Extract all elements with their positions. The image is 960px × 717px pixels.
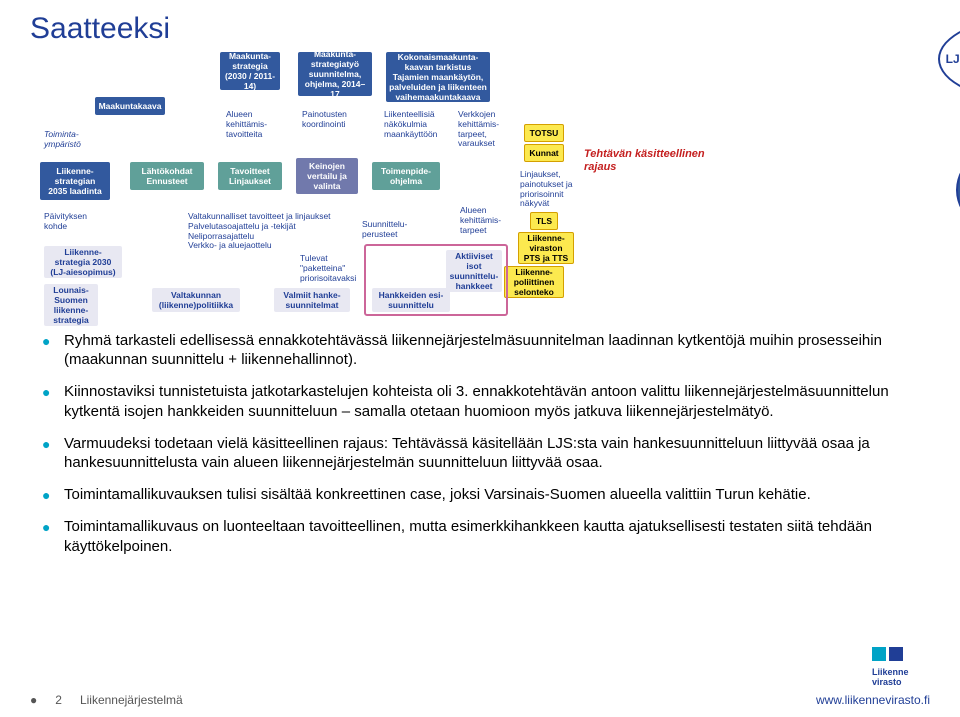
- process-diagram: Maakuntakaava Maakunta- strategia (2030 /…: [40, 52, 740, 317]
- bullet-list: Ryhmä tarkasteli edellisessä ennakkoteht…: [30, 331, 930, 556]
- diagram-box: Maakuntakaava: [95, 97, 165, 115]
- inner-ellipse: Hanke- suunnittelun kokonaisuus: [956, 136, 960, 244]
- footer-page: 2: [55, 693, 62, 707]
- diagram-label: Linjaukset, painotukset ja priorisoinnit…: [520, 170, 572, 209]
- bullet-item: Toimintamallikuvauksen tulisi sisältää k…: [64, 485, 902, 504]
- diagram-label: Suunnittelu- perusteet: [362, 220, 407, 240]
- diagram-box: TLS: [530, 212, 558, 230]
- diagram-label: Toiminta- ympäristö: [44, 130, 81, 150]
- footer-dot: ●: [30, 693, 37, 707]
- diagram-box: Lähtökohdat Ennusteet: [130, 162, 204, 190]
- diagram-box: Liikenne- poliittinen selonteko: [504, 266, 564, 298]
- diagram-box: Maakunta- strategia (2030 / 2011-14): [220, 52, 280, 90]
- bullet-item: Ryhmä tarkasteli edellisessä ennakkoteht…: [64, 331, 902, 369]
- logo: Liikenne virasto: [872, 647, 930, 689]
- diagram-box: Valtakunnan (liikenne)politiikka: [152, 288, 240, 312]
- outer-ellipse: LJ-suunnittelun kokonaisuus: [938, 16, 960, 102]
- diagram-label: Alueen kehittämis- tavoitteita: [226, 110, 267, 139]
- diagram-label: Päivityksen kohde: [44, 212, 87, 232]
- svg-text:Liikenne: Liikenne: [872, 667, 909, 677]
- footer-section: Liikennejärjestelmä: [80, 693, 183, 707]
- red-annotation: Tehtävän käsitteellinen rajaus: [584, 148, 740, 173]
- footer-url: www.liikennevirasto.fi: [816, 693, 930, 707]
- diagram-box: Kunnat: [524, 144, 564, 162]
- diagram-box: Maakunta- strategiatyö suunnitelma, ohje…: [298, 52, 372, 96]
- diagram-box: Liikenne- strategian 2035 laadinta: [40, 162, 110, 200]
- bullet-item: Kiinnostaviksi tunnistetuista jatkotarka…: [64, 382, 902, 420]
- diagram-box: Kokonaismaakunta- kaavan tarkistus Tajam…: [386, 52, 490, 102]
- diagram-box: Keinojen vertailu ja valinta: [296, 158, 358, 194]
- diagram-label: Verkkojen kehittämis- tarpeet, varaukset: [458, 110, 499, 149]
- diagram-label: Tulevat "paketteina" priorisoitavaksi: [300, 254, 356, 283]
- diagram-label: Painotusten koordinointi: [302, 110, 347, 130]
- diagram-box: Lounais- Suomen liikenne- strategia: [44, 284, 98, 326]
- diagram-box: Toimenpide- ohjelma: [372, 162, 440, 190]
- outer-ellipse-label: LJ-suunnittelun kokonaisuus: [946, 52, 960, 66]
- diagram-label: Alueen kehittämis- tarpeet: [460, 206, 501, 235]
- diagram-label: Valtakunnalliset tavoitteet ja linjaukse…: [188, 212, 331, 251]
- diagram-box: Liikenne- viraston PTS ja TTS: [518, 232, 574, 264]
- pink-highlight: [364, 244, 508, 316]
- bullet-item: Varmuudeksi todetaan vielä käsitteelline…: [64, 434, 902, 472]
- diagram-box: Liikenne- strategia 2030 (LJ-aiesopimus): [44, 246, 122, 278]
- diagram-box: Valmiit hanke- suunnitelmat: [274, 288, 350, 312]
- svg-text:virasto: virasto: [872, 677, 902, 687]
- page-title: Saatteeksi: [30, 12, 930, 46]
- bullet-item: Toimintamallikuvaus on luonteeltaan tavo…: [64, 517, 902, 555]
- diagram-box: TOTSU: [524, 124, 564, 142]
- footer: ● 2 Liikennejärjestelmä www.liikennevira…: [0, 693, 960, 707]
- diagram-box: Tavoitteet Linjaukset: [218, 162, 282, 190]
- diagram-label: Liikenteellisiä näkökulmia maankäyttöön: [384, 110, 437, 139]
